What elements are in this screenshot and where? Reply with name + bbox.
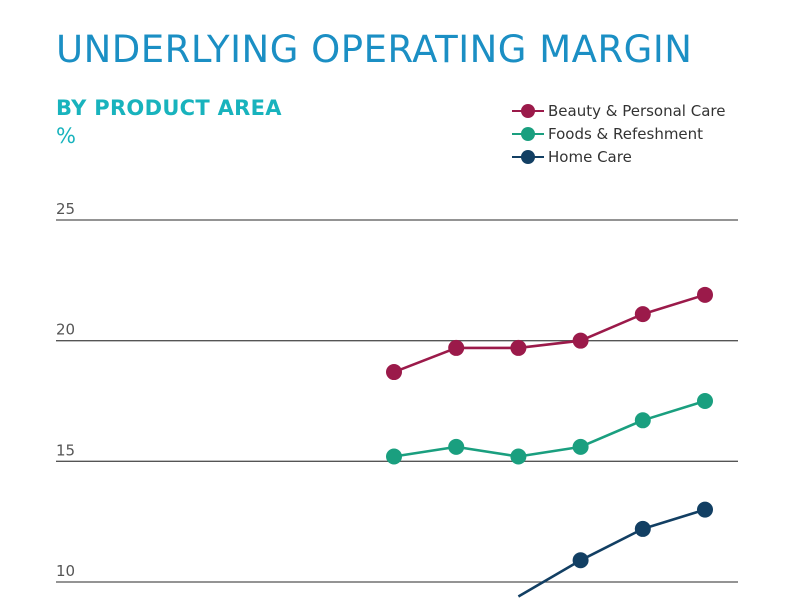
data-point <box>572 332 589 349</box>
data-point <box>634 306 651 323</box>
data-point <box>448 339 465 356</box>
chart-subtitle: BY PRODUCT AREA <box>56 96 282 120</box>
legend-marker-icon <box>512 126 544 141</box>
y-tick-label: 15 <box>56 441 75 459</box>
data-point <box>510 448 527 465</box>
legend-label: Foods & Refeshment <box>548 124 704 143</box>
data-point <box>572 438 589 455</box>
y-tick-label: 10 <box>56 562 75 580</box>
data-point <box>697 393 713 409</box>
y-tick-label: 20 <box>56 321 75 339</box>
data-point <box>386 448 402 465</box>
data-point <box>386 364 402 381</box>
data-point <box>448 438 465 455</box>
data-point <box>634 412 651 429</box>
series-line <box>517 508 706 598</box>
data-point <box>510 339 527 356</box>
legend: Beauty & Personal Care Foods & Refeshmen… <box>512 99 725 168</box>
series-line <box>393 399 706 458</box>
data-point <box>697 501 713 518</box>
series-line <box>393 293 706 374</box>
data-point <box>634 520 651 537</box>
legend-item-home-care: Home Care <box>512 145 725 168</box>
legend-marker-icon <box>512 149 544 164</box>
legend-item-foods: Foods & Refeshment <box>512 122 725 145</box>
data-point <box>572 552 589 569</box>
data-point <box>697 286 713 303</box>
unit-label: % <box>56 124 76 148</box>
legend-label: Beauty & Personal Care <box>548 101 726 120</box>
legend-label: Home Care <box>548 147 632 166</box>
legend-item-beauty: Beauty & Personal Care <box>512 99 725 122</box>
legend-marker-icon <box>512 103 544 118</box>
y-tick-label: 25 <box>56 200 75 218</box>
chart-title: UNDERLYING OPERATING MARGIN <box>56 28 693 71</box>
